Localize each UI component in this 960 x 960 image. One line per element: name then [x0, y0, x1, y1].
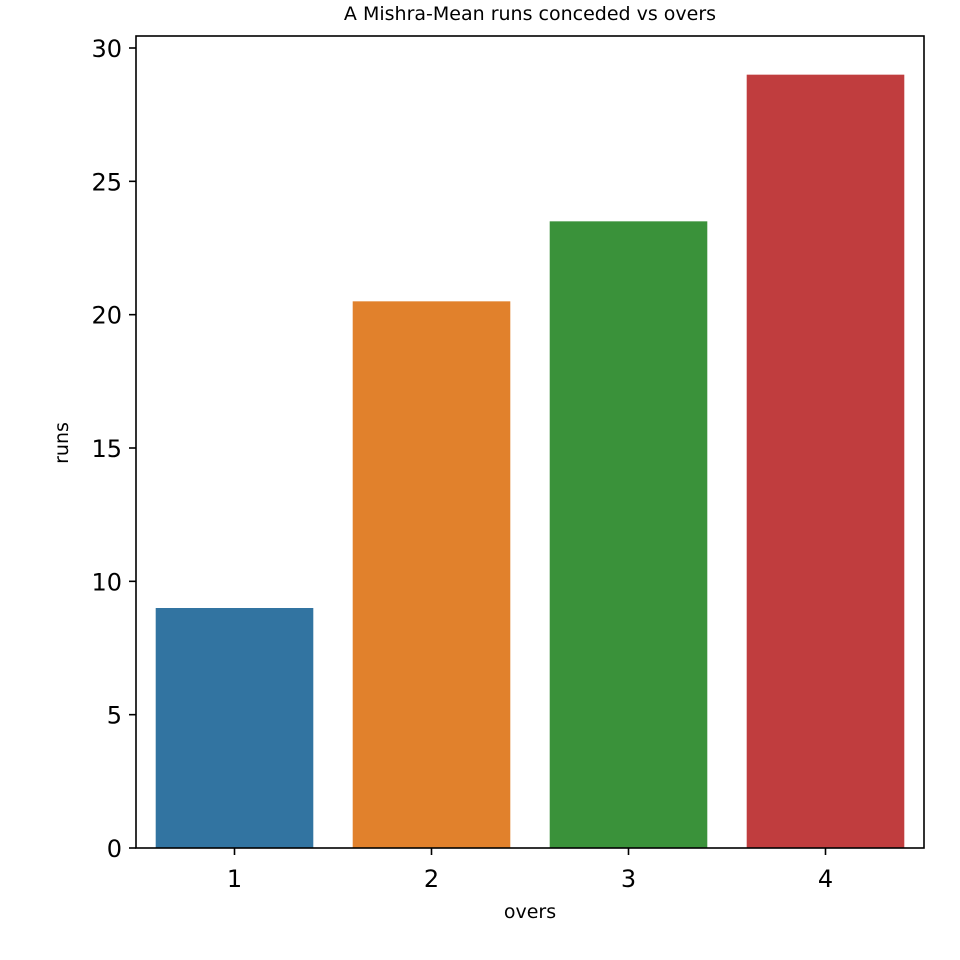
x-axis-ticks: 1 2 3 4: [227, 848, 833, 893]
x-tick-label: 4: [818, 865, 833, 893]
bar-3: [549, 221, 708, 849]
chart-title: A Mishra-Mean runs conceded vs overs: [344, 3, 716, 25]
y-tick-label: 5: [107, 702, 122, 730]
bar-1: [155, 608, 314, 848]
y-tick-label: 0: [107, 835, 122, 863]
y-tick-label: 20: [91, 302, 122, 330]
plot-frame: [135, 35, 925, 849]
y-tick-label: 30: [91, 35, 122, 63]
bar-4: [746, 74, 905, 848]
y-tick-label: 15: [91, 435, 122, 463]
y-tick-label: 10: [91, 568, 122, 596]
x-tick-label: 2: [424, 865, 439, 893]
bar-2: [352, 301, 511, 848]
y-axis-ticks: 0 5 10 15 20 25 30: [91, 35, 136, 863]
x-tick-label: 1: [227, 865, 242, 893]
y-axis-label: runs: [51, 422, 73, 464]
x-tick-label: 3: [621, 865, 636, 893]
y-tick-label: 25: [91, 168, 122, 196]
x-axis-label: overs: [504, 901, 556, 923]
bars-group: [155, 74, 905, 849]
